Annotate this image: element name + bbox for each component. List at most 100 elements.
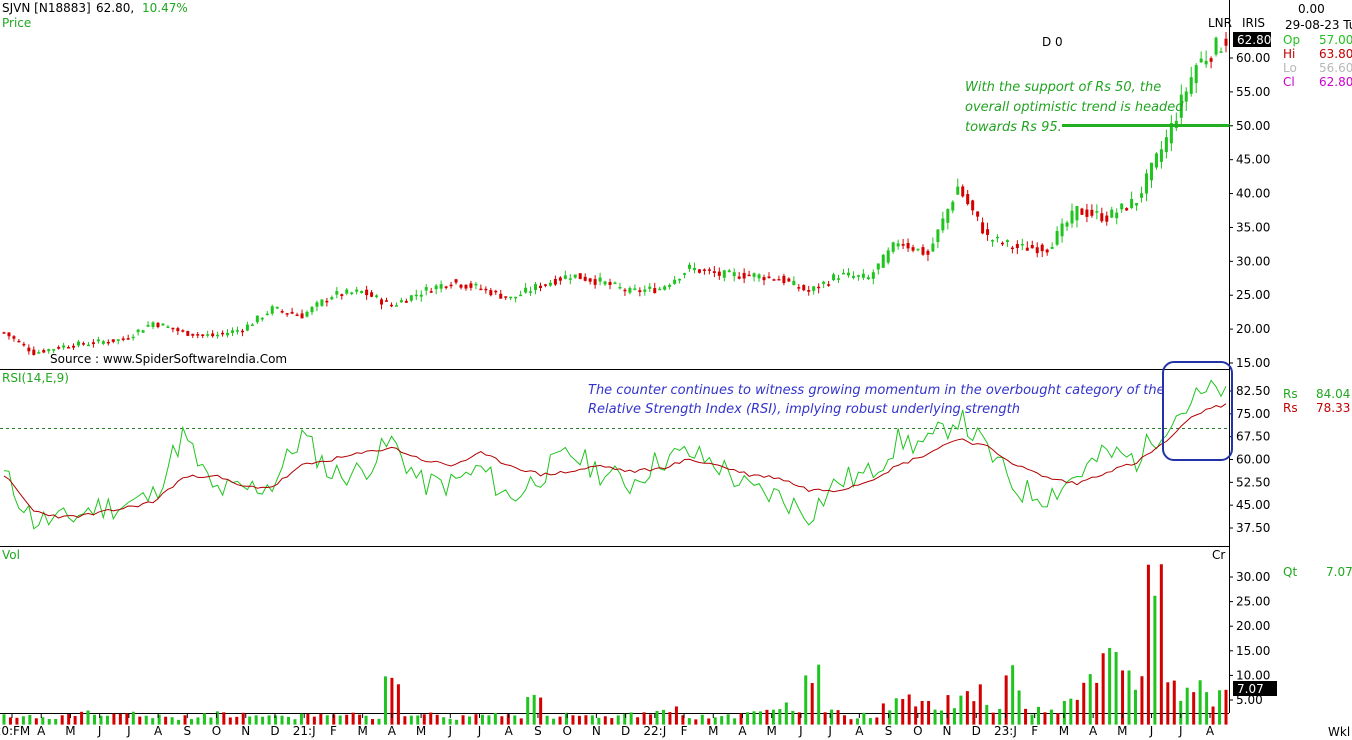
last-price-tag: 62.80: [1237, 33, 1271, 47]
price-axis: 15.00 20.00 25.00 30.00 35.00 40.00 45.00 50.00…: [1229, 51, 1270, 370]
volume-bar: [888, 710, 892, 725]
volume-bar: [707, 718, 711, 725]
candle-body: [409, 295, 413, 301]
rsi-tick-label: 60.00: [1236, 453, 1270, 467]
candle-body: [643, 289, 647, 292]
time-tick-label: A: [738, 724, 747, 738]
volume-bar: [1088, 674, 1092, 725]
header-zero: 0.00: [1298, 2, 1325, 16]
candle-body: [578, 273, 582, 280]
candle-body: [91, 342, 95, 345]
candle-body: [444, 286, 448, 288]
candle-body: [1209, 58, 1213, 62]
volume-bar: [1062, 700, 1066, 725]
volume-bar: [144, 715, 148, 725]
volume-bar: [668, 712, 672, 725]
candle-body: [499, 293, 503, 299]
candle-body: [484, 288, 488, 291]
candle-body: [270, 306, 274, 314]
candle-body: [886, 250, 890, 263]
candle-body: [618, 286, 622, 289]
candle-body: [211, 333, 215, 337]
volume-panel[interactable]: 5.00 10.00 15.00 20.00 25.00 30.00 7.07: [2, 564, 1278, 725]
cl-value: 62.80: [1319, 75, 1352, 89]
candle-body: [896, 243, 900, 247]
candle-body: [1145, 173, 1149, 194]
volume-bar: [513, 715, 517, 725]
candle-body: [871, 272, 875, 279]
time-tick-label: O: [913, 724, 922, 738]
volume-bar: [810, 683, 814, 725]
candle-body: [489, 290, 493, 296]
candle-body: [1040, 244, 1044, 252]
candle-body: [106, 341, 110, 344]
volume-bar: [1133, 689, 1137, 725]
candle-body: [548, 282, 552, 286]
volume-bar: [881, 703, 885, 725]
volume-last-tag: 7.07: [1237, 682, 1264, 696]
iris-label[interactable]: IRIS: [1242, 16, 1265, 30]
candle-body: [1005, 240, 1009, 242]
time-tick-label: N: [943, 724, 952, 738]
time-tick-label: J: [1149, 724, 1154, 738]
volume-bar: [843, 715, 847, 725]
volume-bar: [830, 709, 834, 725]
candle-body: [1060, 223, 1064, 237]
price-candles[interactable]: [2, 32, 1228, 356]
volume-qt-key: Qt: [1283, 565, 1297, 579]
weekly-label[interactable]: Wkl: [1328, 725, 1350, 739]
volume-bar: [519, 718, 523, 725]
last-price-tag-box: [1233, 32, 1271, 47]
rsi-value: 84.04: [1316, 387, 1350, 401]
price-note-line-3: towards Rs 95.: [965, 120, 1062, 135]
candle-body: [355, 289, 359, 292]
volume-bar: [248, 716, 252, 725]
candle-body: [176, 328, 180, 332]
volume-bar: [862, 712, 866, 725]
volume-bar: [1153, 595, 1157, 725]
volume-bar: [377, 718, 381, 725]
candle-body: [722, 270, 726, 278]
candle-body: [206, 334, 210, 336]
volume-bar: [661, 709, 665, 725]
lnr-label[interactable]: LNR: [1208, 16, 1232, 30]
volume-bar: [112, 713, 116, 725]
candle-body: [280, 311, 284, 313]
volume-label: Vol: [2, 548, 20, 562]
rsi-panel[interactable]: 37.50 45.00 52.50 60.00 67.50 75.00 82.50: [0, 361, 1270, 535]
candle-body: [822, 281, 826, 284]
volume-bar: [338, 715, 342, 725]
volume-tick-label: 5.00: [1236, 693, 1263, 707]
volume-bar: [907, 694, 911, 725]
candle-body: [2, 332, 6, 334]
volume-bar: [552, 718, 556, 725]
volume-tick-label: 30.00: [1236, 570, 1270, 584]
volume-bar: [875, 717, 879, 725]
candle-body: [375, 295, 379, 298]
d-marker: D 0: [1042, 35, 1063, 49]
candle-body: [1154, 153, 1158, 168]
candle-body: [250, 324, 254, 326]
volume-bar: [577, 715, 581, 725]
volume-bar: [1159, 564, 1163, 725]
candle-body: [514, 296, 518, 299]
candle-body: [345, 289, 349, 294]
price-tick-label: 20.00: [1236, 322, 1270, 336]
price-panel[interactable]: 15.00 20.00 25.00 30.00 35.00 40.00 45.00 50.00…: [2, 32, 1272, 370]
volume-bar: [1095, 682, 1099, 725]
candle-body: [538, 285, 542, 289]
rsi-signal-value: 78.33: [1316, 401, 1350, 415]
volume-bar: [965, 691, 969, 725]
volume-bar: [170, 717, 174, 725]
volume-bar: [1036, 706, 1040, 725]
volume-bar: [720, 716, 724, 725]
candle-body: [1120, 203, 1124, 210]
candle-body: [96, 339, 100, 342]
time-tick-label: M: [65, 724, 75, 738]
time-tick-label: J: [798, 724, 803, 738]
candle-body: [335, 291, 339, 295]
volume-bar: [733, 718, 737, 725]
volume-axis: 5.00 10.00 15.00 20.00 25.00 30.00: [1229, 570, 1270, 707]
volume-bar: [901, 699, 905, 725]
